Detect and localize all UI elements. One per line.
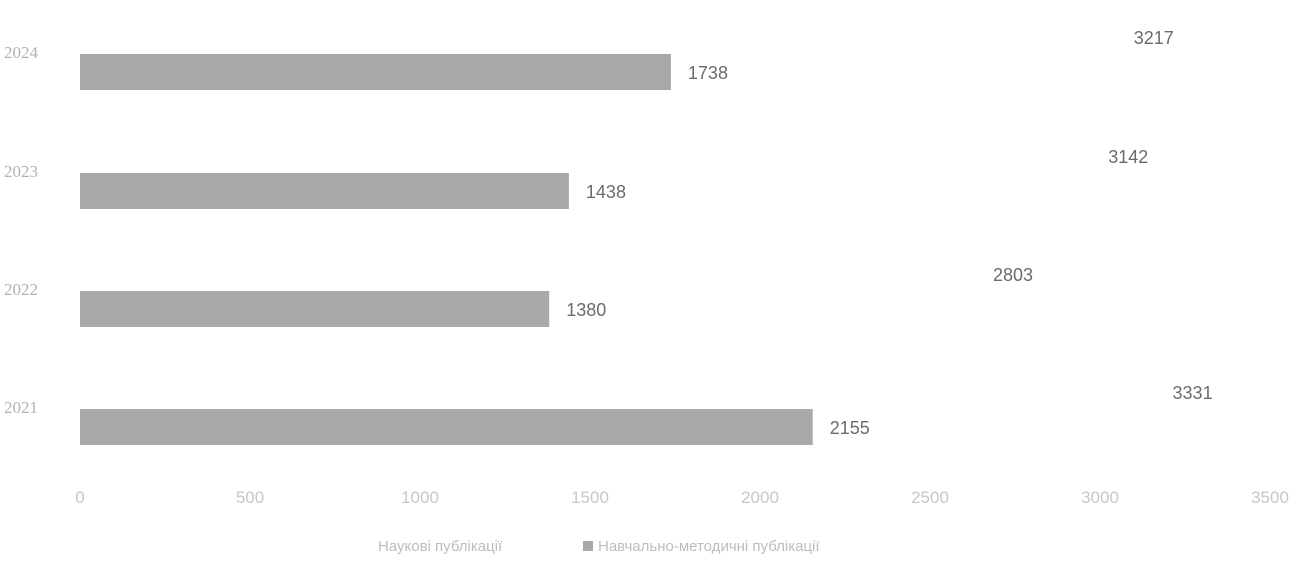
value-label-methodical-2024: 1738 xyxy=(688,63,728,83)
category-label-2021: 2021 xyxy=(4,398,38,417)
x-tick-label-1000: 1000 xyxy=(401,488,439,507)
category-label-2022: 2022 xyxy=(4,280,38,299)
value-label-methodical-2021: 2155 xyxy=(830,418,870,438)
legend-label-methodical: Навчально-методичні публікації xyxy=(598,538,820,555)
bar-methodical-2024[interactable] xyxy=(80,54,671,90)
bar-methodical-2021[interactable] xyxy=(80,409,813,445)
legend-swatch-methodical xyxy=(583,541,593,551)
category-label-2023: 2023 xyxy=(4,162,38,181)
value-label-methodical-2022: 1380 xyxy=(566,300,606,320)
value-label-methodical-2023: 1438 xyxy=(586,182,626,202)
bar-methodical-2022[interactable] xyxy=(80,291,550,327)
x-tick-label-2000: 2000 xyxy=(741,488,779,507)
value-label-scientific-2023: 3142 xyxy=(1108,147,1148,167)
value-label-scientific-2021: 3331 xyxy=(1173,383,1213,403)
x-tick-label-2500: 2500 xyxy=(911,488,949,507)
x-tick-label-1500: 1500 xyxy=(571,488,609,507)
x-tick-label-0: 0 xyxy=(75,488,84,507)
legend-label-scientific: Наукові публікації xyxy=(378,538,503,555)
category-label-2024: 2024 xyxy=(4,43,39,62)
x-tick-label-3000: 3000 xyxy=(1081,488,1119,507)
value-label-scientific-2024: 3217 xyxy=(1134,28,1174,48)
x-tick-label-500: 500 xyxy=(236,488,264,507)
bar-methodical-2023[interactable] xyxy=(80,173,569,209)
x-tick-label-3500: 3500 xyxy=(1251,488,1289,507)
value-label-scientific-2022: 2803 xyxy=(993,265,1033,285)
